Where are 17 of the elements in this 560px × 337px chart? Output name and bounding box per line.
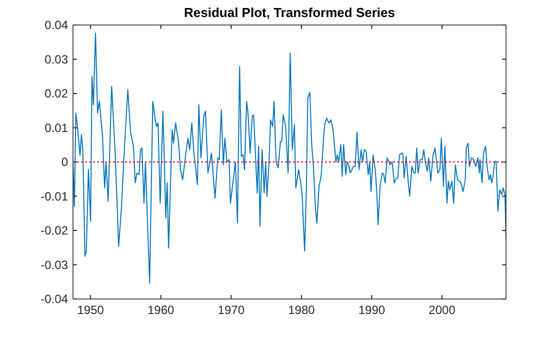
y-tick-label: -0.01 [40,189,68,204]
y-tick-label: 0.02 [44,86,68,101]
chart-title: Residual Plot, Transformed Series [184,5,395,20]
x-tick-label: 1970 [218,303,245,317]
y-tick-label: -0.04 [40,292,68,306]
y-tick-label: 0.01 [44,120,68,135]
x-tick-label: 1980 [288,303,316,317]
y-tick-label: 0 [61,155,68,170]
y-tick-label: 0.04 [44,18,68,32]
y-tick-label: -0.02 [40,224,68,238]
line-series [73,32,506,284]
y-tick-label: -0.03 [40,258,68,272]
x-tick-label: 1950 [77,303,104,317]
x-tick-label: 1960 [148,303,175,317]
y-tick-label: 0.03 [44,52,68,66]
x-tick-label: 2000 [428,303,456,317]
x-tick-label: 1990 [358,303,386,317]
